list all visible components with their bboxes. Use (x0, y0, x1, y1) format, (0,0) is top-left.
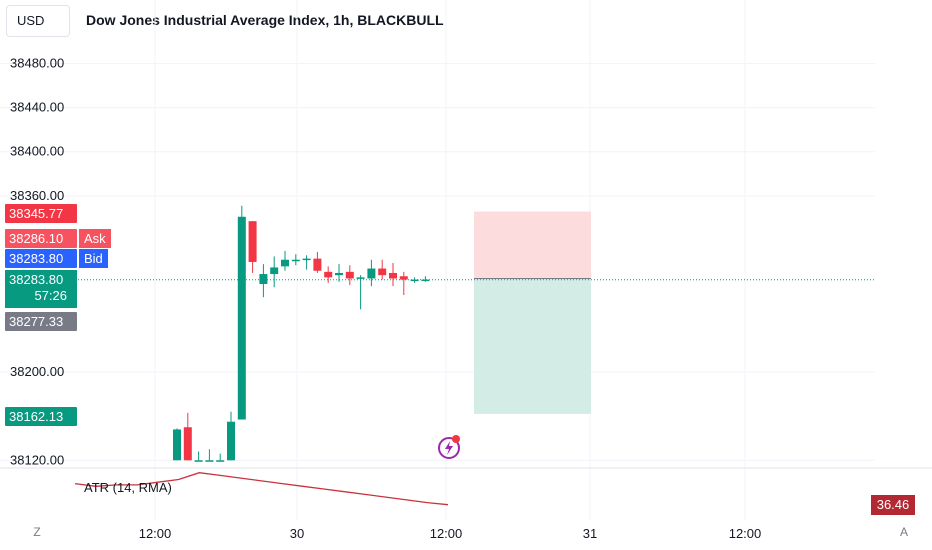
bid-price-label: 38283.80 (5, 249, 77, 268)
candle-body (313, 258, 322, 271)
candlestick-series (173, 205, 430, 462)
candle-body (302, 258, 311, 261)
candle-body (421, 279, 430, 282)
x-tick-label: 30 (290, 526, 304, 541)
candle-body (270, 267, 279, 275)
candle-body (410, 279, 419, 282)
price-axis: 38480.00 38440.00 38400.00 38360.00 38200.00… (10, 56, 64, 468)
chart-title: Dow Jones Industrial Average Index, 1h, … (86, 12, 444, 28)
candle-body (259, 274, 268, 284)
atr-indicator-title[interactable]: ATR (14, RMA) (84, 480, 172, 495)
last-price-value: 38283.80 (9, 272, 64, 287)
candle-body (356, 277, 365, 279)
candle-body (367, 268, 376, 279)
y-tick-label: 38440.00 (10, 100, 64, 115)
bar-countdown: 57:26 (34, 288, 67, 303)
y-tick-label: 38120.00 (10, 452, 64, 467)
candle-body (335, 272, 343, 276)
stop-loss-zone[interactable] (474, 211, 591, 279)
time-axis: 12:00 30 12:00 31 12:00 (139, 526, 762, 541)
candle-body (399, 276, 408, 280)
last-price-label: 38283.80 57:26 (5, 270, 77, 308)
candle-body (324, 271, 333, 278)
candle-body (389, 272, 397, 279)
y-tick-label: 38200.00 (10, 364, 64, 379)
candle-body (281, 259, 289, 267)
candle-body (173, 429, 181, 461)
ask-tag: Ask (79, 229, 111, 248)
bid-tag: Bid (79, 249, 108, 268)
ask-price-label: 38286.10 (5, 229, 77, 248)
y-tick-label: 38480.00 (10, 56, 64, 71)
atr-line (74, 472, 449, 506)
x-tick-label: 12:00 (139, 526, 172, 541)
lightning-icon[interactable] (437, 434, 463, 460)
y-tick-label: 38400.00 (10, 144, 64, 159)
auto-scale-button[interactable]: A (899, 525, 908, 539)
grid (0, 0, 875, 520)
high-price-label: 38345.77 (5, 204, 77, 223)
atr-value-label: 36.46 (871, 495, 915, 515)
x-tick-label: 12:00 (729, 526, 762, 541)
x-tick-label: 12:00 (430, 526, 463, 541)
candle-body (205, 460, 214, 462)
zoom-button[interactable]: Z (33, 525, 41, 539)
candle-body (227, 421, 235, 461)
candle-body (216, 460, 225, 462)
candle-body (345, 271, 354, 279)
y-tick-label: 38360.00 (10, 188, 64, 203)
take-profit-zone[interactable] (474, 278, 591, 414)
x-tick-label: 31 (583, 526, 597, 541)
candle-body (248, 221, 257, 262)
candle-body (237, 216, 246, 420)
candle-body (183, 427, 192, 461)
currency-button[interactable]: USD (6, 5, 70, 37)
candle-body (194, 460, 203, 462)
take-profit-price-label: 38162.13 (5, 407, 77, 426)
low-price-label: 38277.33 (5, 312, 77, 331)
candle-body (378, 268, 387, 276)
candle-body (291, 259, 300, 262)
